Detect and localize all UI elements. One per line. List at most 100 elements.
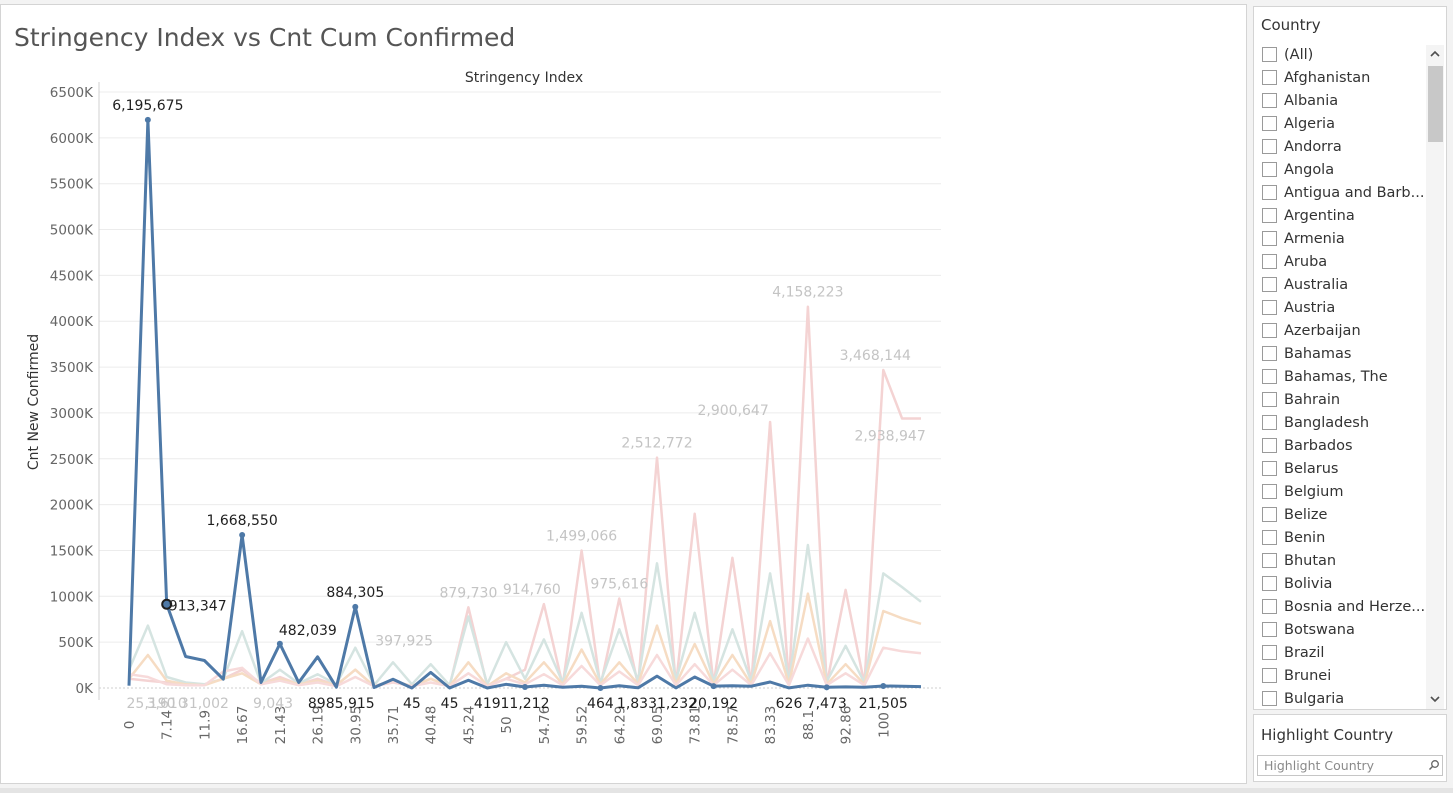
country-item[interactable]: Antigua and Barb... — [1254, 181, 1426, 204]
x-tick-label: 40.48 — [424, 706, 440, 745]
checkbox[interactable] — [1262, 300, 1277, 315]
checkbox[interactable] — [1262, 369, 1277, 384]
country-item[interactable]: Andorra — [1254, 135, 1426, 158]
country-label: (All) — [1284, 46, 1314, 63]
country-item[interactable]: Belgium — [1254, 480, 1426, 503]
country-item[interactable]: Belize — [1254, 503, 1426, 526]
country-item[interactable]: Belarus — [1254, 457, 1426, 480]
series-line-faded-red — [128, 305, 921, 688]
checkbox[interactable] — [1262, 346, 1277, 361]
checkbox[interactable] — [1262, 323, 1277, 338]
y-tick-label: 6500K — [50, 85, 94, 101]
scroll-thumb[interactable] — [1428, 66, 1443, 142]
country-item[interactable]: Brunei — [1254, 664, 1426, 687]
country-item[interactable]: Bahamas, The — [1254, 365, 1426, 388]
chevron-up-icon[interactable] — [1429, 48, 1441, 60]
country-item[interactable]: Bulgaria — [1254, 687, 1426, 709]
checkbox[interactable] — [1262, 208, 1277, 223]
y-axis-label: Cnt New Confirmed — [26, 334, 42, 470]
highlight-country-input[interactable] — [1257, 755, 1443, 776]
country-item[interactable]: Albania — [1254, 89, 1426, 112]
chevron-down-icon[interactable] — [1429, 693, 1441, 705]
highlight-country-panel: Highlight Country — [1253, 714, 1447, 782]
data-point — [522, 683, 528, 690]
y-tick-label: 500K — [58, 635, 94, 651]
data-label: 879,730 — [439, 585, 497, 601]
country-item[interactable]: Australia — [1254, 273, 1426, 296]
country-item[interactable]: Argentina — [1254, 204, 1426, 227]
checkbox[interactable] — [1262, 70, 1277, 85]
country-item[interactable]: Brazil — [1254, 641, 1426, 664]
checkbox[interactable] — [1262, 415, 1277, 430]
checkbox[interactable] — [1262, 162, 1277, 177]
x-tick-label: 78.57 — [725, 706, 741, 745]
x-tick-label: 11.9 — [197, 710, 213, 740]
country-item[interactable]: Afghanistan — [1254, 66, 1426, 89]
data-label: 1,499,066 — [546, 529, 617, 545]
x-tick-label: 16.67 — [235, 706, 251, 745]
country-label: Brazil — [1284, 644, 1325, 661]
country-label: Armenia — [1284, 230, 1345, 247]
checkbox[interactable] — [1262, 576, 1277, 591]
country-item[interactable]: Barbados — [1254, 434, 1426, 457]
country-item[interactable]: Austria — [1254, 296, 1426, 319]
country-label: Austria — [1284, 299, 1336, 316]
country-item[interactable]: Bolivia — [1254, 572, 1426, 595]
country-label: Belarus — [1284, 460, 1339, 477]
checkbox[interactable] — [1262, 668, 1277, 683]
country-list-scrollbar[interactable] — [1426, 45, 1444, 709]
data-label: 975,616 — [590, 577, 648, 593]
data-point — [144, 116, 151, 123]
country-item[interactable]: Benin — [1254, 526, 1426, 549]
country-item[interactable]: Algeria — [1254, 112, 1426, 135]
data-label: 20,192 — [689, 696, 738, 712]
checkbox[interactable] — [1262, 254, 1277, 269]
country-item[interactable]: Bahrain — [1254, 388, 1426, 411]
checkbox[interactable] — [1262, 231, 1277, 246]
search-icon[interactable] — [1428, 759, 1440, 771]
checkbox[interactable] — [1262, 47, 1277, 62]
country-item[interactable]: Bosnia and Herze... — [1254, 595, 1426, 618]
data-point — [710, 683, 717, 690]
y-tick-label: 5500K — [50, 177, 94, 193]
data-label: 3,468,144 — [840, 348, 911, 364]
country-item[interactable]: Azerbaijan — [1254, 319, 1426, 342]
y-tick-label: 2000K — [50, 498, 94, 514]
y-tick-label: 4500K — [50, 268, 94, 284]
country-item[interactable]: Bangladesh — [1254, 411, 1426, 434]
country-item[interactable]: Bhutan — [1254, 549, 1426, 572]
data-point — [239, 532, 246, 539]
checkbox[interactable] — [1262, 507, 1277, 522]
checkbox[interactable] — [1262, 277, 1277, 292]
country-label: Botswana — [1284, 621, 1355, 638]
x-tick-label: 50 — [499, 716, 515, 733]
checkbox[interactable] — [1262, 185, 1277, 200]
checkbox[interactable] — [1262, 139, 1277, 154]
x-tick-label: 83.33 — [763, 706, 779, 745]
highlight-country-title: Highlight Country — [1261, 726, 1394, 744]
data-label: 2,512,772 — [621, 436, 692, 452]
chart-panel: Stringency Index vs Cnt Cum Confirmed St… — [0, 4, 1247, 784]
checkbox[interactable] — [1262, 392, 1277, 407]
checkbox[interactable] — [1262, 116, 1277, 131]
country-item[interactable]: Bahamas — [1254, 342, 1426, 365]
country-label: Albania — [1284, 92, 1339, 109]
country-item[interactable]: Aruba — [1254, 250, 1426, 273]
checkbox[interactable] — [1262, 645, 1277, 660]
checkbox[interactable] — [1262, 622, 1277, 637]
checkbox[interactable] — [1262, 530, 1277, 545]
checkbox[interactable] — [1262, 553, 1277, 568]
country-item[interactable]: (All) — [1254, 43, 1426, 66]
country-item[interactable]: Botswana — [1254, 618, 1426, 641]
checkbox[interactable] — [1262, 461, 1277, 476]
data-label: 913,347 — [169, 598, 227, 614]
data-label: 6,195,675 — [112, 98, 183, 114]
checkbox[interactable] — [1262, 438, 1277, 453]
checkbox[interactable] — [1262, 93, 1277, 108]
checkbox[interactable] — [1262, 691, 1277, 706]
checkbox[interactable] — [1262, 484, 1277, 499]
country-item[interactable]: Armenia — [1254, 227, 1426, 250]
country-item[interactable]: Angola — [1254, 158, 1426, 181]
x-tick-label: 59.52 — [575, 706, 591, 745]
checkbox[interactable] — [1262, 599, 1277, 614]
